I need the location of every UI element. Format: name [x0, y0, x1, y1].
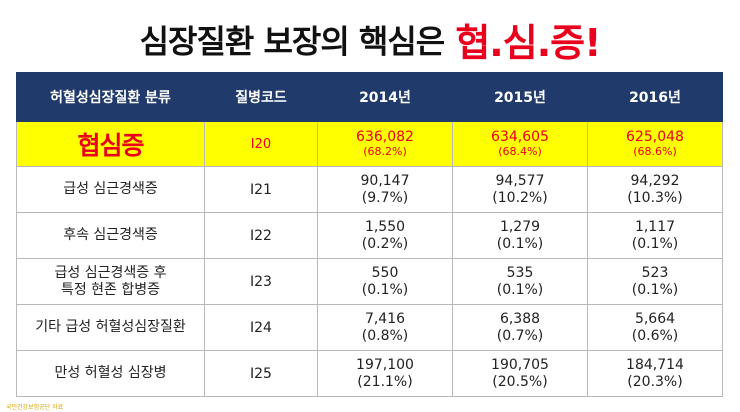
cell-2016: 5,664 (0.6%) — [587, 304, 723, 351]
cell-2014: 1,550 (0.2%) — [317, 212, 453, 259]
cell-value: 1,279 — [499, 218, 541, 235]
cell-value: 197,100 — [356, 356, 414, 373]
row-code: I21 — [204, 166, 318, 213]
source-footnote: 국민건강보험공단 자료 — [6, 404, 64, 411]
row-name: 급성 심근경색증 — [16, 166, 205, 213]
title-main: 심장질환 보장의 핵심은 — [139, 22, 446, 61]
cell-2015: 634,605 (68.4%) — [452, 121, 588, 167]
table-row: 기타 급성 허혈성심장질환 I24 7,416 (0.8%) 6,388 (0.7%… — [16, 304, 723, 351]
column-header-code: 질병코드 — [204, 72, 318, 122]
cell-value: 6,388 — [499, 310, 541, 327]
cell-value: 190,705 — [491, 356, 549, 373]
row-code: I24 — [204, 304, 318, 351]
cell-2015: 94,577 (10.2%) — [452, 166, 588, 213]
cell-value: 184,714 — [626, 356, 684, 373]
cell-2014: 7,416 (0.8%) — [317, 304, 453, 351]
cell-value: 535 — [506, 264, 534, 281]
row-code: I22 — [204, 212, 318, 259]
cell-percent: (10.2%) — [492, 189, 548, 206]
cell-percent: (0.2%) — [361, 235, 409, 252]
table-row: 만성 허혈성 심장병 I25 197,100 (21.1%) 190,705 (20… — [16, 350, 723, 397]
cell-2016: 94,292 (10.3%) — [587, 166, 723, 213]
column-header-2014: 2014년 — [317, 72, 453, 122]
page-title: 심장질환 보장의 핵심은 협.심.증! — [0, 12, 740, 65]
cell-value: 636,082 — [356, 129, 414, 145]
cell-value: 94,577 — [495, 172, 545, 189]
cell-percent: (21.1%) — [357, 373, 413, 390]
cell-2014: 550 (0.1%) — [317, 258, 453, 305]
column-header-2016: 2016년 — [587, 72, 723, 122]
row-name: 협심증 — [16, 121, 205, 167]
cell-2016: 184,714 (20.3%) — [587, 350, 723, 397]
title-accent: 협.심.증! — [455, 21, 601, 65]
cell-2016: 523 (0.1%) — [587, 258, 723, 305]
cell-percent: (0.1%) — [496, 235, 544, 252]
cell-2014: 636,082 (68.2%) — [317, 121, 453, 167]
cell-percent: (0.1%) — [361, 281, 409, 298]
cell-value: 90,147 — [360, 172, 410, 189]
cell-2014: 90,147 (9.7%) — [317, 166, 453, 213]
row-name-line: 특정 현존 합병증 — [60, 281, 161, 298]
cell-value: 7,416 — [364, 310, 406, 327]
cell-2015: 190,705 (20.5%) — [452, 350, 588, 397]
cell-2016: 625,048 (68.6%) — [587, 121, 723, 167]
row-name-line: 후속 심근경색증 — [63, 227, 158, 243]
cell-2014: 197,100 (21.1%) — [317, 350, 453, 397]
table-header-row: 허혈성심장질환 분류 질병코드 2014년 2015년 2016년 — [16, 72, 723, 122]
cell-percent: (9.7%) — [361, 189, 409, 206]
cell-percent: (20.5%) — [492, 373, 548, 390]
cell-percent: (68.2%) — [363, 145, 407, 158]
cell-percent: (68.4%) — [498, 145, 542, 158]
cell-value: 634,605 — [491, 129, 549, 145]
cell-percent: (0.1%) — [496, 281, 544, 298]
row-name: 급성 심근경색증 후 특정 현존 합병증 — [16, 258, 205, 305]
cell-value: 523 — [641, 264, 669, 281]
cell-value: 625,048 — [626, 129, 684, 145]
column-header-category: 허혈성심장질환 분류 — [16, 72, 205, 122]
cell-percent: (0.7%) — [496, 327, 544, 344]
cell-percent: (20.3%) — [627, 373, 683, 390]
row-name-line: 만성 허혈성 심장병 — [54, 365, 167, 381]
row-name: 만성 허혈성 심장병 — [16, 350, 205, 397]
row-code: I20 — [204, 121, 318, 167]
cell-percent: (68.6%) — [633, 145, 677, 158]
row-name: 후속 심근경색증 — [16, 212, 205, 259]
row-name-line: 급성 심근경색증 — [63, 181, 158, 197]
cell-value: 1,117 — [634, 218, 676, 235]
cell-percent: (0.1%) — [631, 235, 679, 252]
cell-value: 5,664 — [634, 310, 676, 327]
row-name: 기타 급성 허혈성심장질환 — [16, 304, 205, 351]
cell-value: 94,292 — [630, 172, 680, 189]
cell-value: 550 — [371, 264, 399, 281]
table-row: 급성 심근경색증 후 특정 현존 합병증 I23 550 (0.1%) 535 (0… — [16, 258, 723, 305]
cell-2015: 6,388 (0.7%) — [452, 304, 588, 351]
table-row-highlight: 협심증 I20 636,082 (68.2%) 634,605 (68.4%) … — [16, 121, 723, 167]
cell-2015: 535 (0.1%) — [452, 258, 588, 305]
cell-2016: 1,117 (0.1%) — [587, 212, 723, 259]
cell-value: 1,550 — [364, 218, 406, 235]
row-name-line: 기타 급성 허혈성심장질환 — [35, 319, 186, 335]
cell-2015: 1,279 (0.1%) — [452, 212, 588, 259]
cell-percent: (0.6%) — [631, 327, 679, 344]
row-name-line: 급성 심근경색증 후 — [54, 264, 167, 281]
column-header-2015: 2015년 — [452, 72, 588, 122]
table-row: 급성 심근경색증 I21 90,147 (9.7%) 94,577 (10.2%) … — [16, 166, 723, 213]
disease-table: 허혈성심장질환 분류 질병코드 2014년 2015년 2016년 협심증 I2… — [16, 72, 723, 397]
cell-percent: (0.1%) — [631, 281, 679, 298]
row-code: I23 — [204, 258, 318, 305]
table-row: 후속 심근경색증 I22 1,550 (0.2%) 1,279 (0.1%) 1,1… — [16, 212, 723, 259]
cell-percent: (10.3%) — [627, 189, 683, 206]
row-code: I25 — [204, 350, 318, 397]
cell-percent: (0.8%) — [361, 327, 409, 344]
